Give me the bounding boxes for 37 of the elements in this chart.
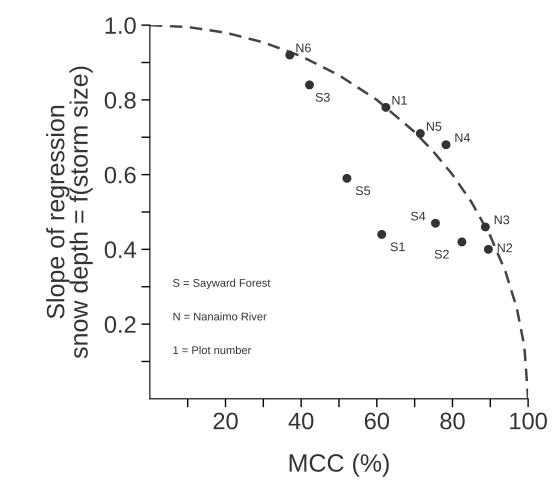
x-axis-title: MCC (%) bbox=[290, 453, 389, 477]
point bbox=[442, 140, 451, 150]
point bbox=[381, 102, 390, 112]
y-tick-label: 0.6 bbox=[104, 166, 136, 184]
annotation: S1 bbox=[390, 242, 405, 252]
point bbox=[416, 129, 425, 138]
annotation: N4 bbox=[455, 133, 470, 142]
point bbox=[457, 237, 466, 246]
x-tick-label: 20 bbox=[214, 412, 238, 430]
point bbox=[342, 174, 352, 183]
point bbox=[377, 230, 386, 239]
annotation: S4 bbox=[411, 212, 426, 221]
annotation: S3 bbox=[316, 92, 330, 102]
annotation: N5 bbox=[426, 122, 442, 131]
annotation: N2 bbox=[498, 243, 512, 252]
annotation: S2 bbox=[434, 250, 449, 259]
annotation: 1 = Plot number bbox=[173, 346, 252, 354]
x-tick-label: 100 bbox=[510, 412, 547, 430]
x-tick-label: 80 bbox=[440, 412, 465, 430]
annotation: S = Sayward Forest bbox=[173, 278, 270, 290]
x-tick-label: 60 bbox=[364, 412, 390, 430]
annotation: N = Nanaimo River bbox=[173, 312, 267, 320]
point bbox=[480, 222, 490, 232]
point bbox=[285, 50, 294, 60]
point bbox=[430, 218, 440, 228]
y-tick-label: 0.8 bbox=[104, 92, 136, 109]
annotation: N6 bbox=[296, 44, 311, 52]
point bbox=[304, 80, 314, 90]
point bbox=[484, 244, 493, 254]
y-tick-label: 0.2 bbox=[104, 316, 136, 333]
y-axis-title: Slope of regression snow depth = f(storm size) bbox=[46, 66, 93, 358]
annotation: S5 bbox=[356, 186, 370, 196]
y-tick-label: 0.4 bbox=[104, 241, 136, 258]
x-tick-label: 40 bbox=[288, 412, 314, 430]
annotation: N3 bbox=[494, 215, 510, 224]
y-tick-label: 1.0 bbox=[106, 17, 136, 34]
annotation: N1 bbox=[392, 96, 407, 105]
